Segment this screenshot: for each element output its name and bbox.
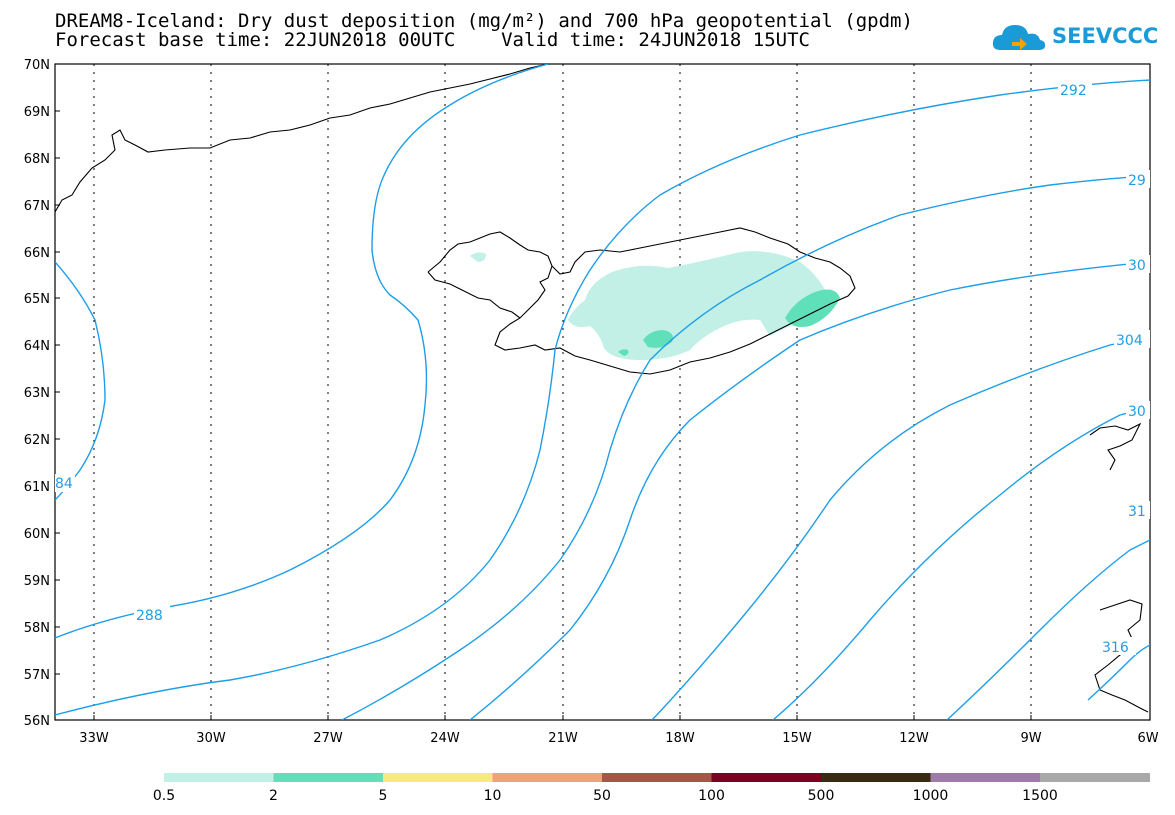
colorbar-swatch — [273, 773, 384, 782]
contour-312 — [946, 539, 1150, 720]
lat-label: 60N — [24, 527, 50, 542]
lat-label: 67N — [24, 199, 50, 214]
contour-label: 304 — [1116, 333, 1143, 349]
contour-label: 31 — [1128, 504, 1146, 520]
grid-lines — [93, 64, 1032, 720]
lat-label: 61N — [24, 480, 50, 495]
lat-label: 57N — [24, 668, 50, 683]
contour-label: 30 — [1128, 404, 1146, 420]
dust-area-low — [470, 252, 486, 262]
lat-label: 56N — [24, 714, 50, 729]
dust-area-low — [568, 251, 826, 360]
dust-deposition-shading — [470, 251, 840, 360]
colorbar-swatch — [821, 773, 931, 782]
colorbar-label: 0.5 — [153, 788, 175, 804]
colorbar-swatch — [930, 773, 1041, 782]
contour-304 — [651, 337, 1150, 720]
lat-label: 58N — [24, 621, 50, 636]
lat-label: 64N — [24, 339, 50, 354]
colorbar-label: 50 — [593, 788, 611, 804]
colorbar-label: 100 — [698, 788, 725, 804]
colorbar-label: 1500 — [1022, 788, 1058, 804]
lon-label: 12W — [899, 731, 929, 746]
lat-label: 65N — [24, 292, 50, 307]
logo-text: SEEVCCC — [1052, 24, 1159, 48]
contour-label: 30 — [1128, 258, 1146, 274]
colorbar-swatch — [1040, 773, 1150, 782]
lat-label: 59N — [24, 574, 50, 589]
geopotential-contours — [55, 64, 1150, 720]
lon-label: 6W — [1137, 731, 1158, 746]
contour-label: 292 — [1060, 83, 1087, 99]
lon-label: 33W — [79, 731, 109, 746]
seevccc-logo: SEEVCCC — [990, 20, 1158, 56]
contour-292 — [55, 79, 1150, 716]
colorbar-label: 1000 — [913, 788, 949, 804]
dust-area-medium — [643, 330, 673, 348]
contour-label: 84 — [55, 476, 73, 492]
title-line-2: Forecast base time: 22JUN2018 00UTC Vali… — [55, 29, 810, 51]
colorbar-label: 10 — [484, 788, 502, 804]
colorbar-label: 500 — [808, 788, 835, 804]
lat-label: 70N — [24, 58, 50, 73]
contour-300 — [469, 261, 1150, 720]
colorbar-labels: 0.5 2 5 10 50 100 500 1000 1500 — [153, 788, 1058, 804]
map-frame — [54, 63, 1151, 721]
lon-label: 27W — [313, 731, 343, 746]
colorbar-label: 5 — [379, 788, 388, 804]
dust-area-low — [648, 304, 656, 308]
faroe-coast — [1089, 422, 1142, 471]
lon-label: 18W — [665, 731, 695, 746]
lat-label: 68N — [24, 152, 50, 167]
contour-308 — [772, 407, 1150, 720]
contour-label: 316 — [1102, 640, 1129, 656]
contour-label: 288 — [136, 608, 163, 624]
coastlines — [55, 64, 1149, 713]
colorbar-swatch — [383, 773, 493, 782]
lon-label: 30W — [196, 731, 226, 746]
colorbar-swatch — [711, 773, 822, 782]
colorbar-swatch — [164, 773, 274, 782]
colorbar-label: 2 — [269, 788, 278, 804]
latitude-labels: 70N 69N 68N 67N 66N 65N 64N 63N 62N 61N … — [24, 58, 50, 729]
contour-288 — [55, 64, 549, 639]
cloud-icon — [992, 25, 1046, 50]
longitude-labels: 33W 30W 27W 24W 21W 18W 15W 12W 9W 6W — [79, 731, 1158, 746]
contour-labels: 292 29 30 304 30 31 316 288 84 — [55, 80, 1150, 656]
iceland-westfjords — [427, 271, 521, 319]
lon-label: 21W — [548, 731, 578, 746]
lat-label: 63N — [24, 386, 50, 401]
greenland-coast — [55, 64, 549, 213]
lon-label: 9W — [1020, 731, 1041, 746]
colorbar — [164, 773, 1150, 782]
lat-label: 66N — [24, 246, 50, 261]
dust-area-medium — [618, 349, 629, 356]
contour-label: 29 — [1128, 173, 1146, 189]
contour-316 — [1087, 644, 1150, 701]
colorbar-swatch — [602, 773, 712, 782]
dust-area-medium — [785, 289, 840, 327]
lat-label: 69N — [24, 105, 50, 120]
lon-label: 15W — [782, 731, 812, 746]
contour-296 — [341, 175, 1150, 720]
colorbar-swatch — [492, 773, 603, 782]
title-line-1: DREAM8-Iceland: Dry dust deposition (mg/… — [55, 10, 913, 32]
iceland-coast — [427, 227, 856, 375]
lat-label: 62N — [24, 433, 50, 448]
lon-label: 24W — [430, 731, 460, 746]
